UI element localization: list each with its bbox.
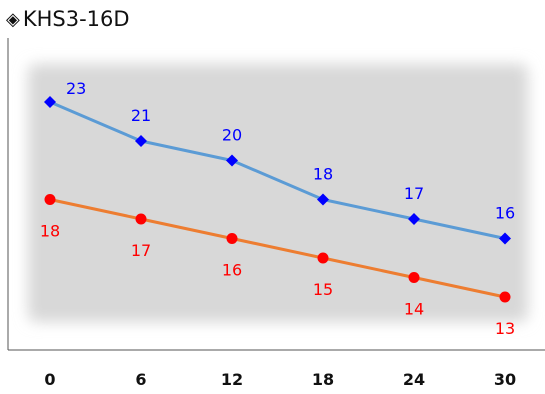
series-layer: 23 21 20 18 17 16 18 17 16 15 14 13 xyxy=(40,79,515,338)
series-0-data-label-3: 18 xyxy=(313,165,333,184)
title-diamond-icon: ◈ xyxy=(6,9,20,30)
x-tick-label-2: 12 xyxy=(221,370,243,389)
series-0-point-5 xyxy=(499,232,511,245)
series-1-point-3 xyxy=(317,252,329,264)
series-1-point-2 xyxy=(226,233,238,244)
chart-title: KHS3-16D xyxy=(22,7,130,31)
x-tick-labels: 0 6 12 18 24 30 xyxy=(44,370,516,389)
series-1-data-label-5: 13 xyxy=(495,319,515,338)
series-1-point-4 xyxy=(408,272,420,283)
series-0-data-label-0: 23 xyxy=(66,79,86,98)
chart-title-row: ◈ KHS3-16D xyxy=(6,4,130,34)
series-1-data-label-1: 17 xyxy=(131,241,151,260)
series-0-data-label-2: 20 xyxy=(222,126,242,145)
series-0-data-label-5: 16 xyxy=(495,204,515,223)
series-0-point-1 xyxy=(135,135,147,147)
series-0-point-4 xyxy=(408,213,420,225)
series-0-data-label-4: 17 xyxy=(404,184,424,203)
series-1-data-label-3: 15 xyxy=(313,280,333,299)
series-0-point-2 xyxy=(226,154,238,167)
series-1-point-5 xyxy=(499,291,511,303)
x-tick-label-1: 6 xyxy=(135,370,146,389)
series-1-data-label-4: 14 xyxy=(404,300,424,319)
series-0-data-label-1: 21 xyxy=(131,106,151,125)
series-1-data-label-2: 16 xyxy=(222,261,242,280)
plot-area xyxy=(28,64,528,322)
series-0: 23 21 20 18 17 16 xyxy=(44,79,515,245)
series-1: 18 17 16 15 14 13 xyxy=(40,194,515,338)
x-tick-label-0: 0 xyxy=(44,370,55,389)
series-0-point-3 xyxy=(317,193,329,206)
series-1-data-label-0: 18 xyxy=(40,222,60,241)
x-tick-label-3: 18 xyxy=(312,370,334,389)
series-0-line xyxy=(49,100,506,240)
series-1-point-0 xyxy=(44,194,56,205)
series-1-point-1 xyxy=(135,213,147,225)
series-0-point-0 xyxy=(44,96,56,108)
series-1-line xyxy=(49,198,506,299)
x-tick-label-5: 30 xyxy=(494,370,516,389)
x-tick-label-4: 24 xyxy=(403,370,425,389)
